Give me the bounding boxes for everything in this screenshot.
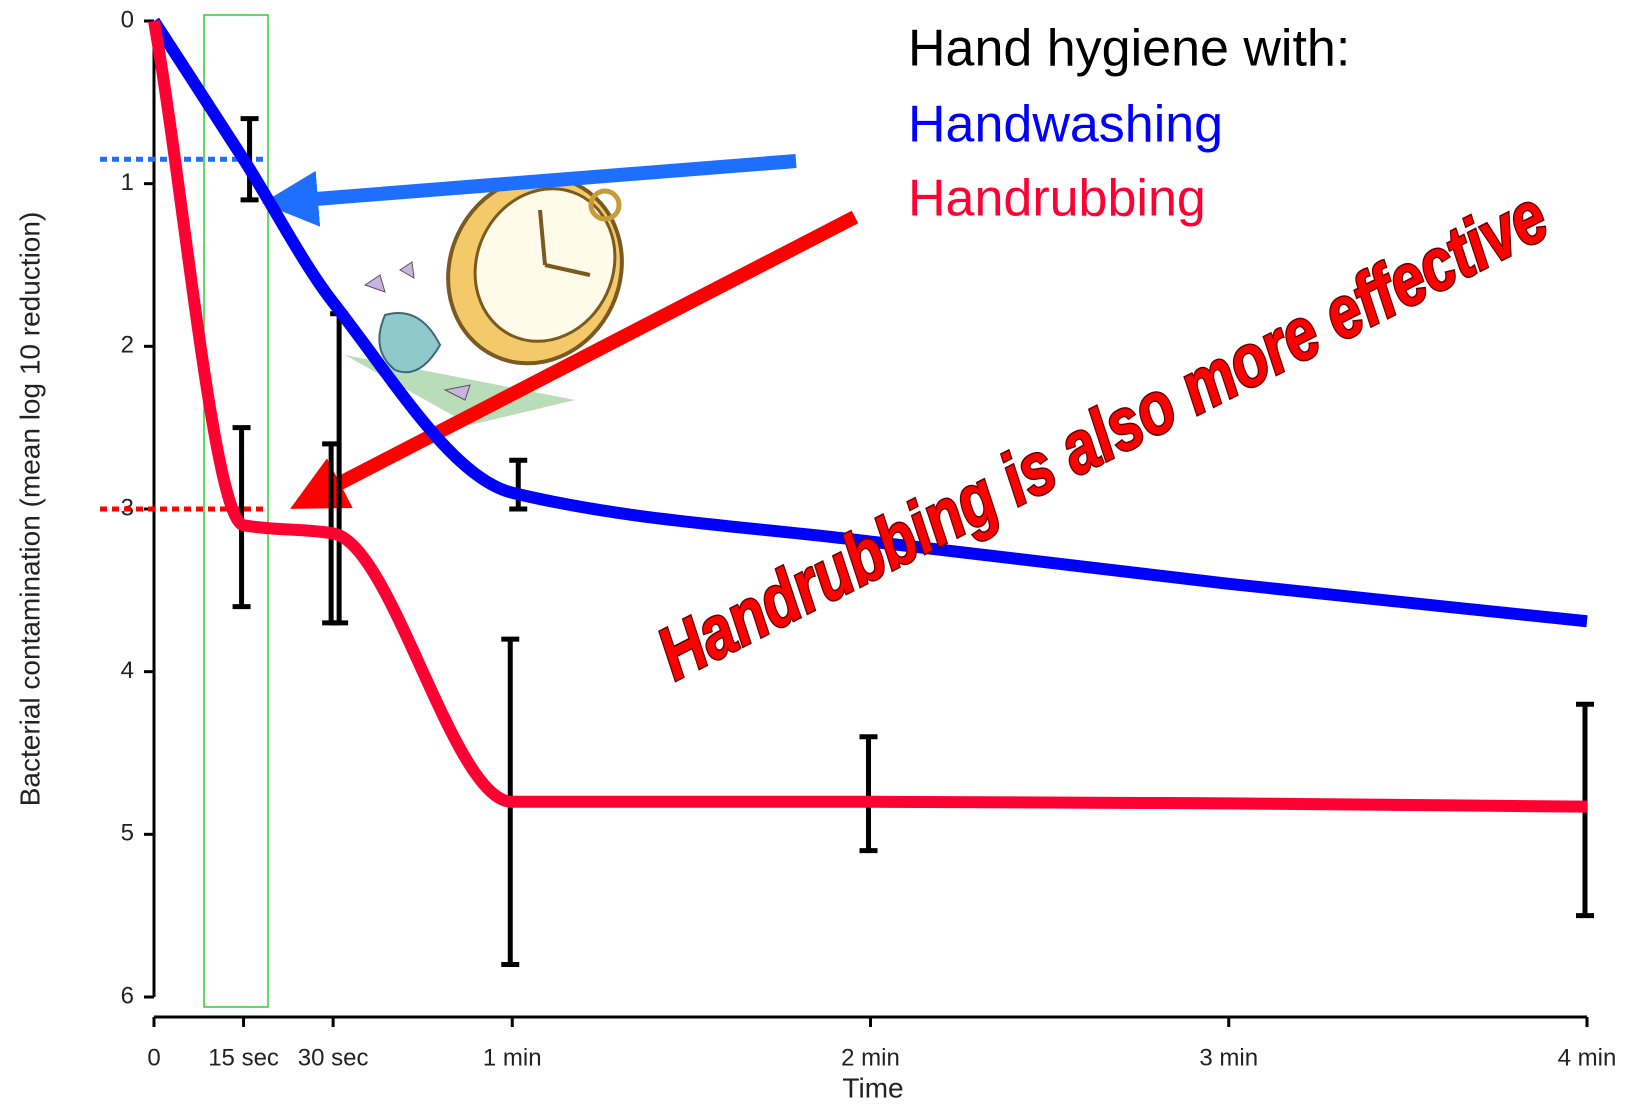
- series-line: [154, 21, 1587, 807]
- y-tick-label: 2: [121, 332, 134, 359]
- chart: 0123456015 sec30 sec1 min2 min3 min4 min…: [0, 0, 1635, 1106]
- legend-entry: Handwashing: [908, 96, 1223, 154]
- x-tick-label: 2 min: [841, 1044, 900, 1071]
- x-tick-label: 3 min: [1199, 1044, 1258, 1071]
- y-axis-label: Bacterial contamination (mean log 10 red…: [14, 212, 45, 807]
- x-tick-label: 4 min: [1558, 1044, 1617, 1071]
- y-tick-label: 6: [121, 982, 134, 1009]
- y-tick-label: 5: [121, 820, 134, 847]
- error-bar: [860, 737, 878, 851]
- y-tick-label: 4: [121, 657, 134, 684]
- x-tick-label: 15 sec: [208, 1044, 279, 1071]
- legend-title: Hand hygiene with:: [908, 20, 1350, 78]
- y-tick-label: 0: [121, 6, 134, 33]
- x-tick-label: 0: [147, 1044, 160, 1071]
- legend-entry: Handrubbing: [908, 170, 1206, 228]
- y-tick-label: 1: [121, 169, 134, 196]
- x-tick-label: 1 min: [483, 1044, 542, 1071]
- x-axis-label: Time: [842, 1072, 903, 1103]
- x-tick-label: 30 sec: [298, 1044, 369, 1071]
